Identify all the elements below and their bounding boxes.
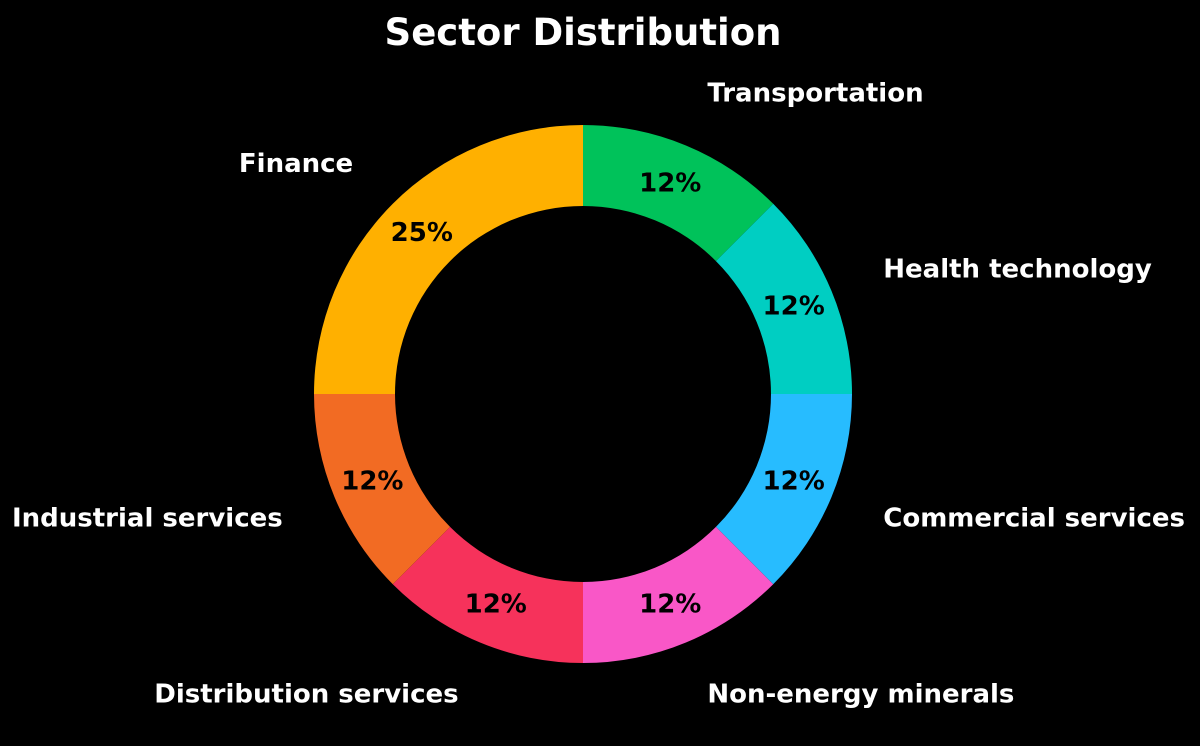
chart-title: Sector Distribution xyxy=(385,11,782,54)
slice-labels: Transportation Health technology Commercia… xyxy=(12,79,1185,710)
slice-label-commercial-services: Commercial services xyxy=(883,503,1185,533)
percent-label-distribution-services: 12% xyxy=(465,590,527,620)
donut-slice-commercial-services xyxy=(715,394,852,585)
percent-label-transportation: 12% xyxy=(639,168,701,198)
slice-label-industrial-services: Industrial services xyxy=(12,503,283,533)
percent-label-non-energy-minerals: 12% xyxy=(639,590,701,620)
slice-label-finance: Finance xyxy=(239,149,353,179)
percent-label-health-technology: 12% xyxy=(763,292,825,322)
percent-labels: 12% 12% 12% 12% 12% 12% 25% xyxy=(341,168,825,619)
slice-label-transportation: Transportation xyxy=(707,79,923,109)
donut-slice-transportation xyxy=(583,125,774,262)
percent-label-industrial-services: 12% xyxy=(341,466,403,496)
slice-label-health-technology: Health technology xyxy=(883,255,1152,285)
donut-slice-distribution-services xyxy=(392,526,583,663)
donut-slices xyxy=(314,125,853,663)
slice-label-distribution-services: Distribution services xyxy=(154,679,458,709)
percent-label-commercial-services: 12% xyxy=(763,466,825,496)
donut-slice-health-technology xyxy=(715,203,853,394)
donut-slice-industrial-services xyxy=(314,394,451,585)
donut-slice-non-energy-minerals xyxy=(583,526,774,663)
donut-slice-finance xyxy=(314,125,583,394)
percent-label-finance: 25% xyxy=(391,218,453,248)
slice-label-non-energy-minerals: Non-energy minerals xyxy=(707,679,1014,709)
